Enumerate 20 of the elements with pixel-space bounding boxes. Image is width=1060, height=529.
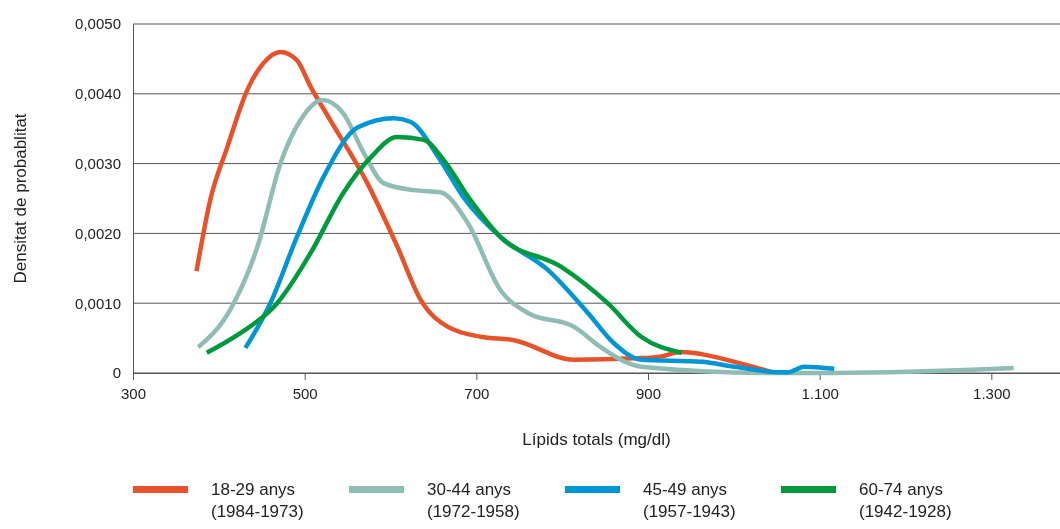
x-tick-label: 500 (292, 384, 318, 402)
legend-label: 18-29 anys (1984-1973) (211, 480, 304, 521)
legend-label: 45-49 anys (1957-1943) (643, 480, 736, 521)
y-tick-label: 0,0050 (75, 15, 121, 33)
y-tick-label: 0,0020 (75, 224, 121, 242)
y-tick-label: 0 (112, 364, 121, 382)
legend-label: 30-44 anys (1972-1958) (427, 480, 520, 521)
line-series (204, 134, 684, 356)
x-axis-title: Lípids totals (mg/dl) (522, 430, 671, 449)
x-tick-label: 900 (635, 384, 662, 402)
y-tick-label: 0,0030 (75, 154, 121, 172)
x-tick-label: 700 (464, 384, 490, 402)
y-axis-title: Densitat de probablitat (11, 113, 30, 284)
y-tick-label: 0,0010 (75, 294, 121, 312)
x-tick-label: 1.100 (801, 384, 839, 402)
line-series (195, 97, 1016, 376)
x-tick-label: 1.300 (973, 384, 1011, 402)
legend-label: 60-74 anys (1942-1928) (859, 480, 952, 521)
x-tick-label: 300 (120, 384, 147, 402)
y-tick-label: 0,0040 (75, 85, 121, 103)
